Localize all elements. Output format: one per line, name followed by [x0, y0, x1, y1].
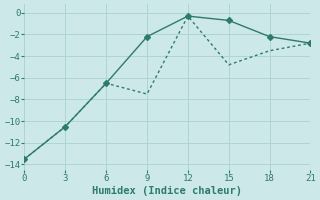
X-axis label: Humidex (Indice chaleur): Humidex (Indice chaleur) [92, 186, 243, 196]
